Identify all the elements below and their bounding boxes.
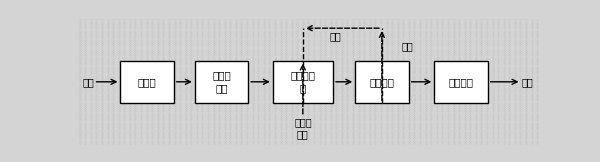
Text: 活性焦
半焦: 活性焦 半焦	[294, 117, 311, 139]
Text: 沉淀装置: 沉淀装置	[370, 77, 394, 87]
Text: 活性污泥
池: 活性污泥 池	[290, 71, 316, 93]
FancyBboxPatch shape	[195, 61, 248, 103]
FancyBboxPatch shape	[272, 61, 333, 103]
FancyBboxPatch shape	[121, 61, 174, 103]
Text: 排泥: 排泥	[401, 41, 413, 51]
Text: 预处理
单元: 预处理 单元	[212, 71, 231, 93]
Text: 调节池: 调节池	[138, 77, 157, 87]
FancyBboxPatch shape	[434, 61, 488, 103]
Text: 废水: 废水	[82, 77, 94, 87]
FancyBboxPatch shape	[355, 61, 409, 103]
Text: 过滤装置: 过滤装置	[448, 77, 473, 87]
Text: 出水: 出水	[521, 77, 533, 87]
Text: 回流: 回流	[329, 31, 341, 41]
